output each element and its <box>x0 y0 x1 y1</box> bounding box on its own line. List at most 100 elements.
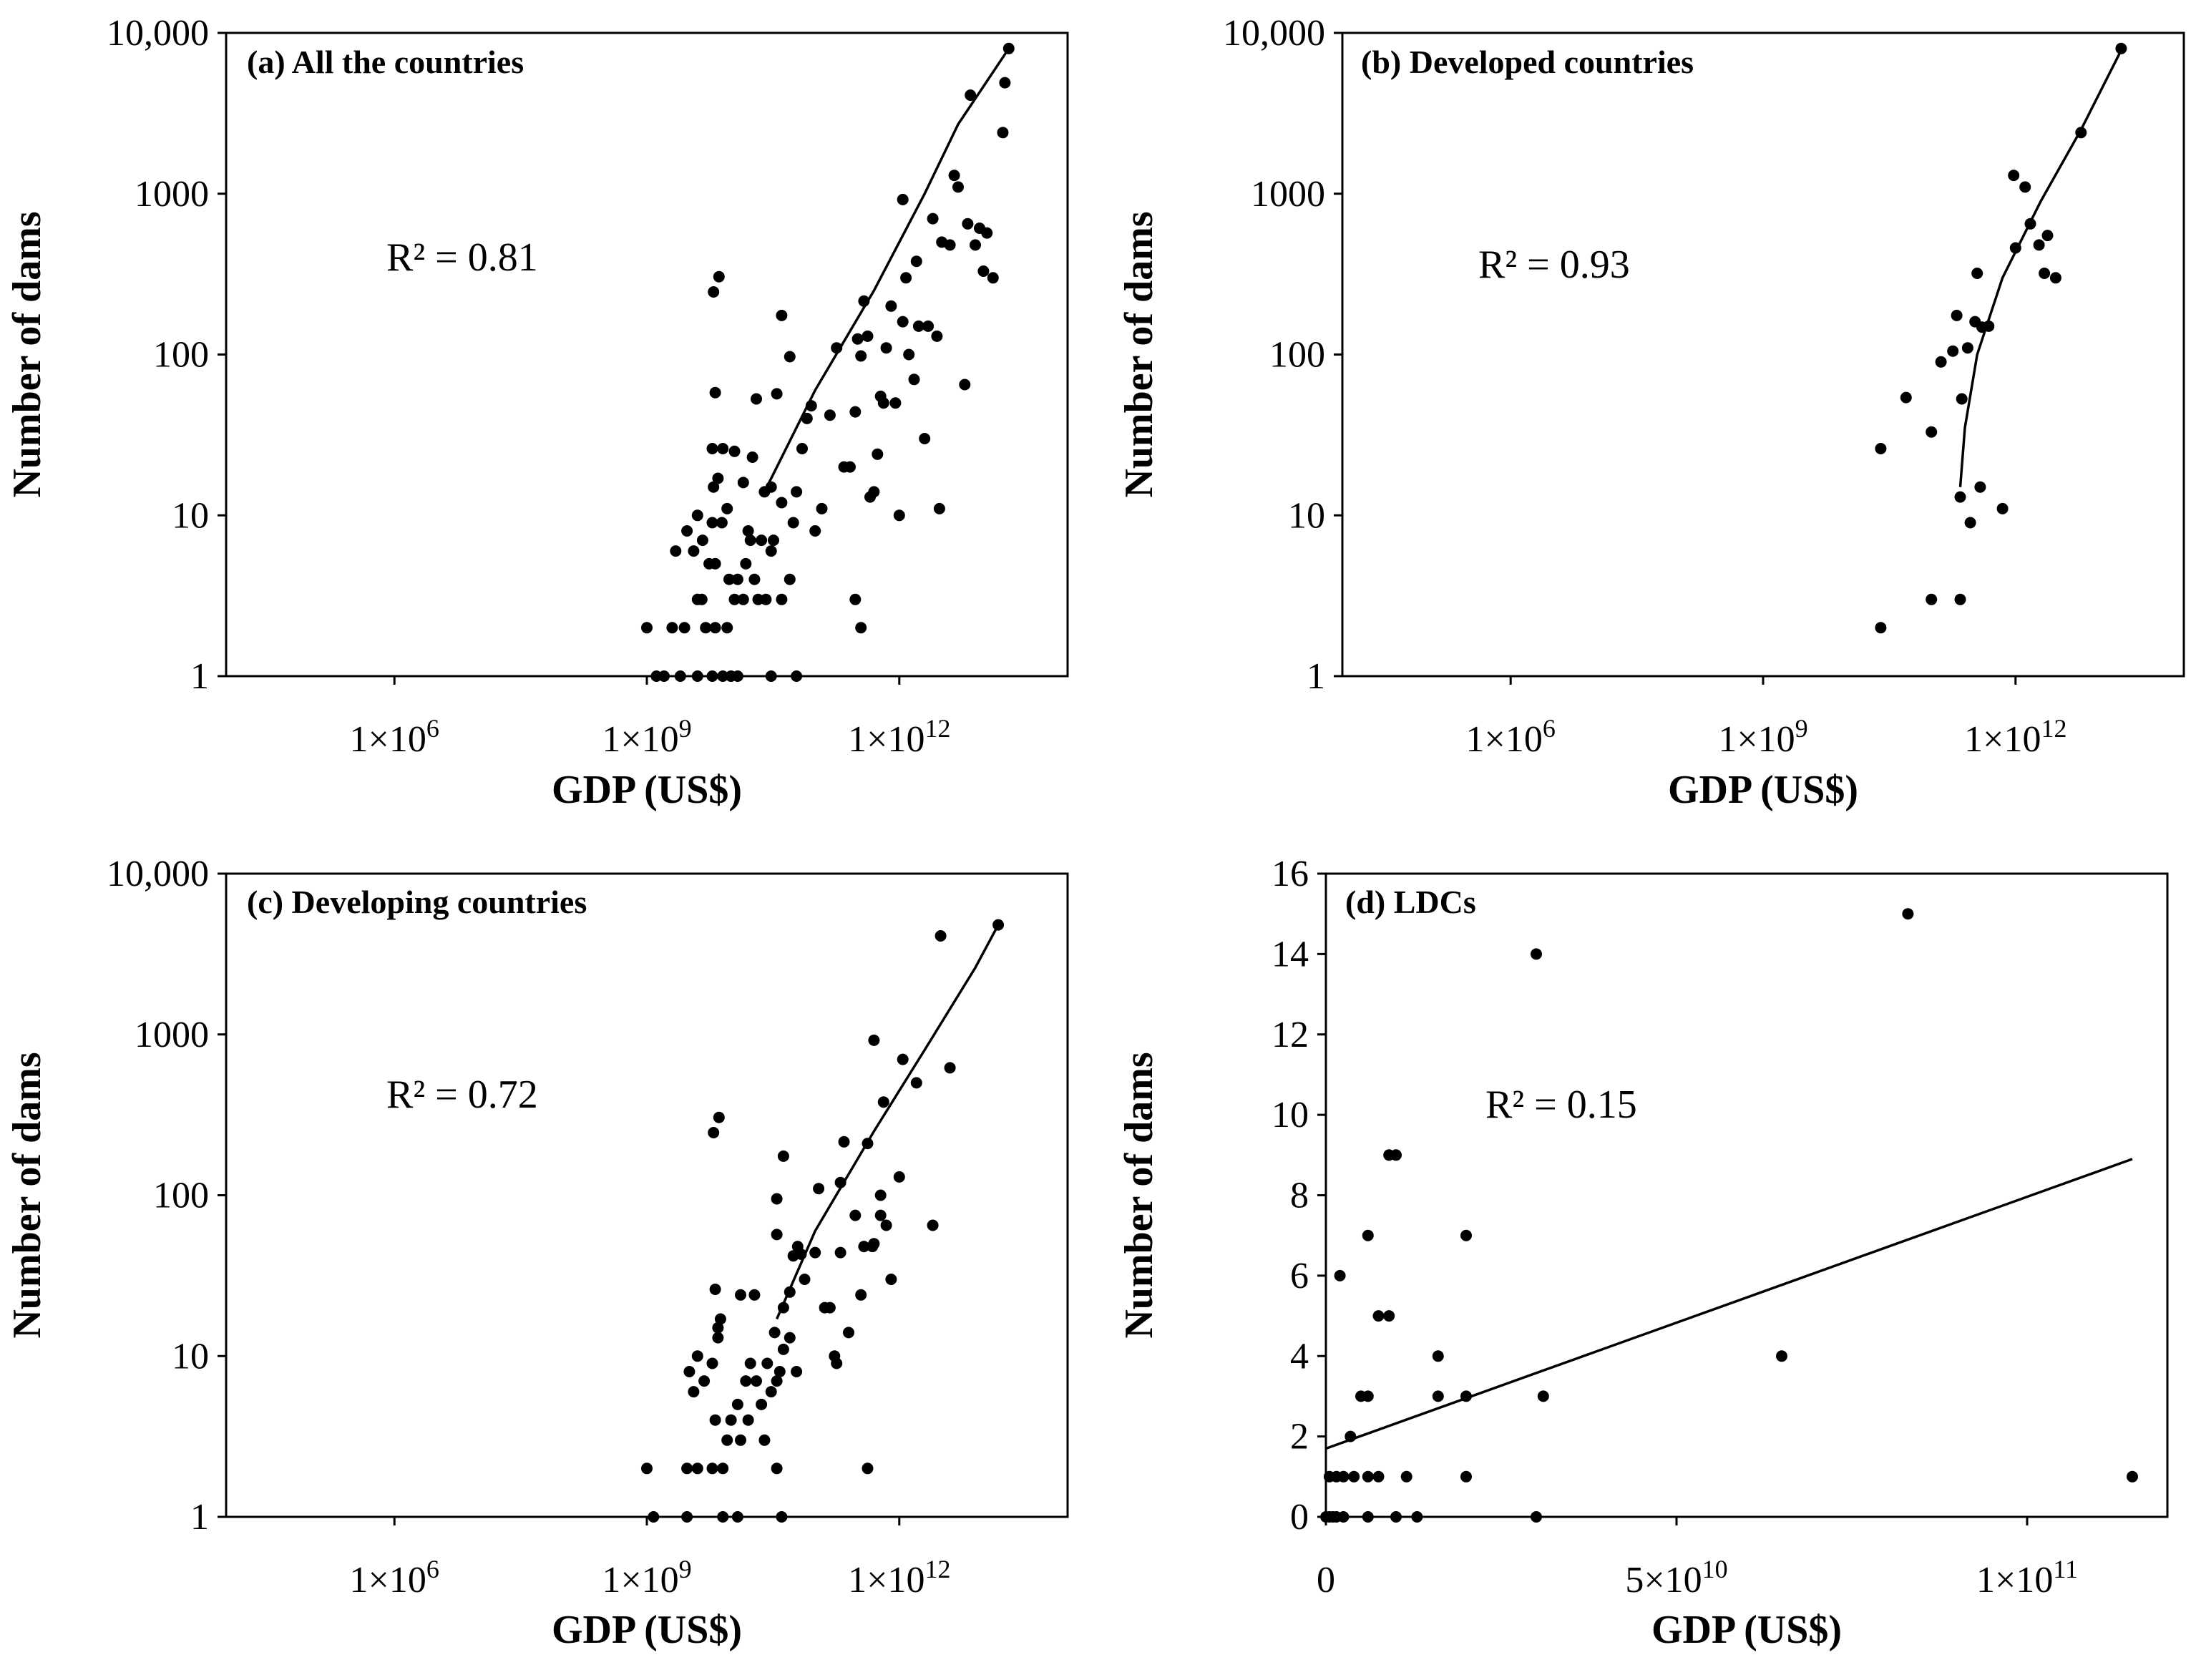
data-point <box>787 517 799 529</box>
data-point <box>838 1136 850 1148</box>
data-point <box>849 406 862 418</box>
data-point <box>809 1246 821 1259</box>
x-tick-label: 1×106 <box>350 1555 439 1601</box>
plot-frame <box>225 872 1069 1518</box>
data-point <box>765 481 777 493</box>
data-point <box>1348 1470 1360 1483</box>
data-point <box>748 1289 761 1301</box>
data-point <box>849 1209 862 1221</box>
data-point <box>1971 268 1983 279</box>
y-tick-label: 10 <box>172 1336 209 1377</box>
data-point <box>706 670 718 682</box>
data-point <box>908 373 920 386</box>
data-point <box>992 919 1005 931</box>
data-point <box>1954 491 1966 503</box>
data-point <box>784 1286 796 1298</box>
data-point <box>880 342 892 354</box>
data-point <box>691 509 703 522</box>
data-point <box>893 509 905 522</box>
data-point <box>897 316 909 328</box>
x-tick-label: 1×1011 <box>1976 1555 2078 1601</box>
data-point <box>751 1375 762 1387</box>
data-point <box>977 265 990 277</box>
data-point <box>944 239 956 251</box>
data-point <box>691 1350 703 1362</box>
regression-line <box>775 924 1000 1320</box>
data-point <box>696 534 708 547</box>
data-point <box>678 622 690 634</box>
x-tick-label: 1×1012 <box>1964 714 2066 760</box>
data-point <box>784 1332 796 1344</box>
data-point <box>717 443 729 454</box>
data-point <box>709 1284 721 1295</box>
data-point <box>721 502 733 514</box>
data-point <box>1961 342 1973 354</box>
r-squared-label: R² = 0.15 <box>1485 1083 1637 1127</box>
data-point <box>959 379 971 391</box>
data-point <box>728 445 741 457</box>
data-point <box>768 534 779 547</box>
data-point <box>658 670 670 682</box>
data-point <box>885 300 897 312</box>
data-point <box>927 213 939 225</box>
data-point <box>748 573 761 585</box>
data-point <box>706 517 718 529</box>
data-point <box>756 1398 768 1410</box>
data-point <box>897 1053 909 1065</box>
data-point <box>843 1327 854 1339</box>
regression-line <box>1958 49 2122 487</box>
data-point <box>1372 1310 1385 1322</box>
data-point <box>927 1219 939 1231</box>
panel-title: (a) All the countries <box>247 44 524 80</box>
data-point <box>1996 502 2009 514</box>
data-point <box>2009 242 2021 254</box>
data-point <box>688 545 700 557</box>
y-tick-label: 1000 <box>1251 174 1325 215</box>
data-point <box>716 517 728 529</box>
data-point <box>670 545 682 557</box>
data-point <box>2075 127 2087 139</box>
regression-line <box>1325 1158 2133 1450</box>
y-tick-label: 1000 <box>135 1015 209 1055</box>
data-point <box>681 1511 693 1523</box>
data-point <box>851 333 864 345</box>
x-axis-title: GDP (US$) <box>552 768 742 812</box>
panel-title: (c) Developing countries <box>247 884 587 920</box>
data-point <box>765 545 777 557</box>
data-point <box>2033 239 2045 251</box>
data-point <box>709 386 721 399</box>
y-tick-label: 6 <box>1290 1256 1309 1296</box>
y-tick-label: 12 <box>1272 1015 1309 1055</box>
data-point <box>795 1248 807 1260</box>
data-point <box>1926 593 1938 605</box>
data-point <box>805 400 817 412</box>
data-point <box>776 593 788 605</box>
data-point <box>862 1462 874 1475</box>
data-point <box>965 89 977 101</box>
data-point <box>1964 517 1976 529</box>
chart-panel-a: 1 10 100 1000 10,000 1×106 1×109 1×1012 GDP (US$… <box>5 13 1069 812</box>
data-point <box>931 330 943 342</box>
data-point <box>2115 42 2127 54</box>
data-point <box>987 272 999 284</box>
x-tick-label: 1×1012 <box>848 714 950 760</box>
data-point <box>1460 1229 1472 1241</box>
data-point <box>874 1209 887 1221</box>
data-point <box>740 1375 752 1387</box>
data-point <box>746 451 758 463</box>
data-point <box>712 1322 724 1334</box>
data-point <box>1345 1430 1357 1442</box>
data-point <box>771 1462 783 1475</box>
y-tick-label: 1 <box>1307 656 1325 697</box>
y-tick-label: 0 <box>1290 1497 1309 1538</box>
data-point <box>1411 1511 1423 1523</box>
y-tick-label: 100 <box>153 1176 209 1216</box>
data-point <box>868 1034 880 1046</box>
data-point <box>824 409 836 421</box>
data-point <box>731 670 743 682</box>
data-point <box>809 525 821 537</box>
data-point <box>1400 1470 1412 1483</box>
data-point <box>771 1193 783 1205</box>
data-point <box>1902 908 1914 920</box>
data-point <box>791 670 803 682</box>
